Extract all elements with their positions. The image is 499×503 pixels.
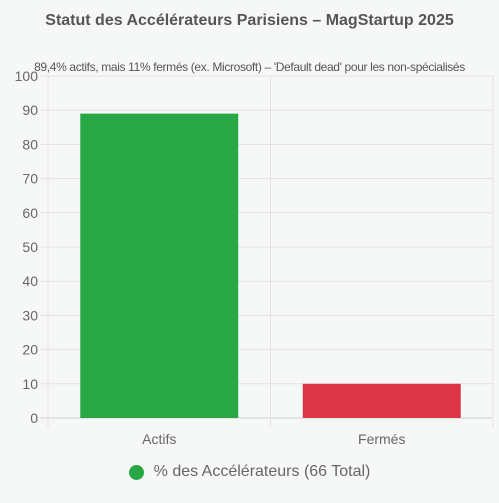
- y-tick-label: 70: [22, 171, 38, 187]
- x-axis-ticks: Actifs Fermés: [142, 431, 405, 447]
- legend[interactable]: % des Accélérateurs (66 Total): [0, 463, 499, 481]
- y-tick-label: 20: [22, 342, 38, 358]
- chart-title: Statut des Accélérateurs Parisiens – Mag…: [45, 12, 454, 29]
- y-tick-label: 100: [15, 68, 39, 84]
- y-tick-label: 40: [22, 273, 38, 289]
- y-axis-ticks: 0 10 20 30 40 50 60 70 80 90 100: [15, 68, 39, 426]
- y-tick-label: 90: [22, 102, 38, 118]
- y-tick-label: 60: [22, 205, 38, 221]
- bars: [80, 113, 461, 419]
- legend-swatch-icon: [128, 464, 144, 480]
- bar-actifs[interactable]: [80, 113, 239, 419]
- x-tick-label: Actifs: [142, 431, 176, 447]
- y-tick-label: 30: [22, 307, 38, 323]
- chart-subtitle: 89,4% actifs, mais 11% fermés (ex. Micro…: [34, 60, 465, 74]
- y-tick-label: 80: [22, 136, 38, 152]
- y-tick-label: 0: [30, 410, 38, 426]
- y-tick-label: 50: [22, 239, 38, 255]
- legend-label: % des Accélérateurs (66 Total): [153, 463, 371, 480]
- y-tick-label: 10: [22, 376, 38, 392]
- x-tick-label: Fermés: [358, 431, 405, 447]
- bar-fermés[interactable]: [302, 383, 461, 418]
